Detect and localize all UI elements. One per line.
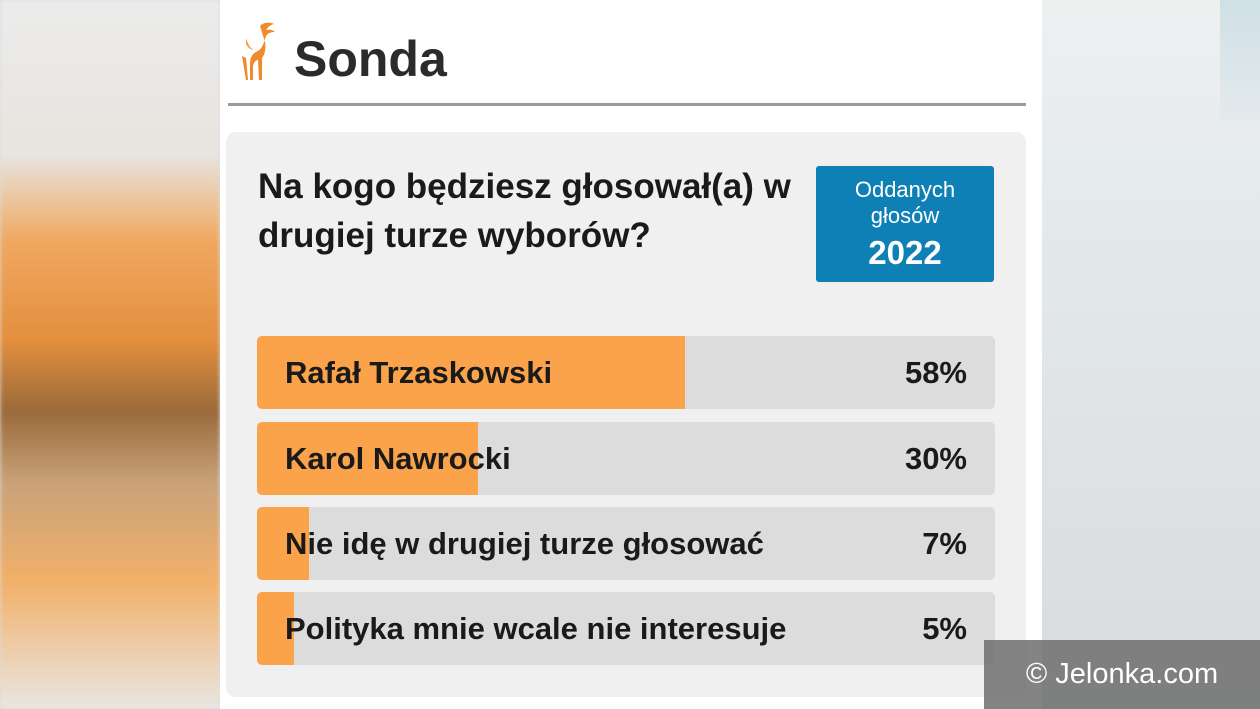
poll-answer[interactable]: Karol Nawrocki 30%	[257, 422, 995, 495]
answer-result-bar	[257, 507, 309, 580]
answer-result-bar	[257, 592, 294, 665]
vote-count-label-2: głosów	[870, 203, 940, 228]
poll-answer[interactable]: Polityka mnie wcale nie interesuje 5%	[257, 592, 995, 665]
copyright-watermark: © Jelonka.com	[984, 640, 1260, 709]
answer-percent: 7%	[922, 526, 967, 561]
poll-answer[interactable]: Nie idę w drugiej turze głosować 7%	[257, 507, 995, 580]
answer-percent: 30%	[904, 441, 967, 476]
widget-title: Sonda	[294, 31, 447, 87]
background-photo-left	[0, 0, 220, 709]
deer-logo-icon	[238, 20, 278, 82]
answer-percent: 58%	[904, 355, 967, 390]
poll-question: Na kogo będziesz głosował(a) w drugiej t…	[258, 167, 791, 255]
answer-label: Rafał Trzaskowski	[285, 355, 553, 390]
answer-result-bar	[257, 422, 479, 495]
vote-count-badge: Oddanych głosów 2022	[816, 166, 994, 282]
poll-answer[interactable]: Rafał Trzaskowski 58%	[257, 336, 995, 409]
poll-card: Na kogo będziesz głosował(a) w drugiej t…	[226, 132, 1026, 697]
answer-label: Polityka mnie wcale nie interesuje	[285, 611, 787, 646]
vote-count-value: 2022	[868, 234, 942, 271]
widget-header: Sonda	[228, 0, 1026, 106]
poll-widget: Sonda Na kogo będziesz głosował(a) w dru…	[220, 0, 1042, 709]
vote-count-label: Oddanych	[854, 177, 956, 202]
answer-label: Nie idę w drugiej turze głosować	[285, 526, 764, 561]
answer-percent: 5%	[922, 611, 967, 646]
answer-label: Karol Nawrocki	[285, 441, 511, 476]
background-photo-right	[1042, 0, 1260, 709]
answer-result-bar	[257, 336, 686, 409]
